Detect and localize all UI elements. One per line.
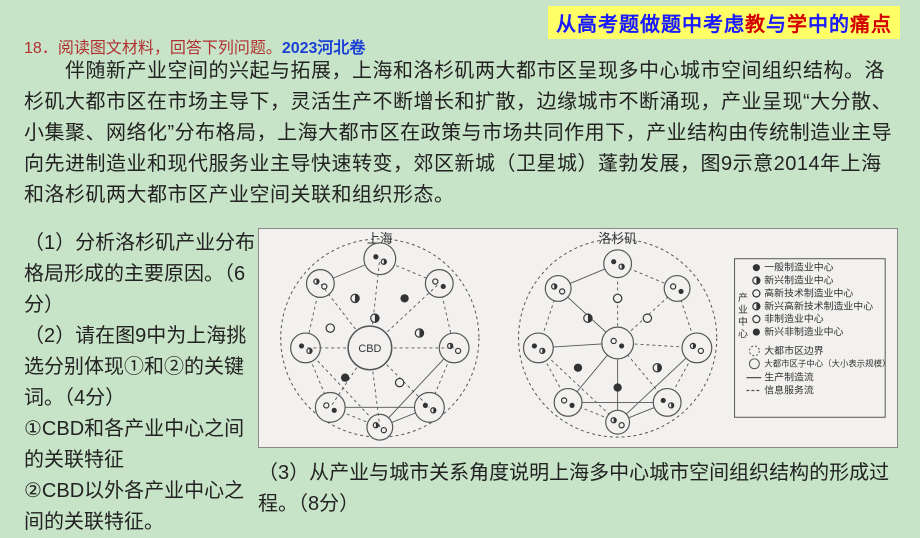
svg-text:产业中心: 产业中心 [736,291,748,340]
svg-text:新兴高新技术制造业中心: 新兴高新技术制造业中心 [764,299,873,312]
banner-p2: 与 [766,14,787,36]
q3: （3）从产业与城市关系角度说明上海多中心城市空间组织结构的形成过程。（8分） [258,458,898,520]
svg-text:生产制造流: 生产制造流 [764,371,814,384]
figure-9: 上海CBD洛杉矶产业中心一般制造业中心新兴制造业中心高新技术制造业中心新兴高新技… [258,228,898,448]
exam-tag: 2023河北卷 [282,40,366,57]
svg-text:新兴非制造业中心: 新兴非制造业中心 [764,325,843,338]
banner-p3: 学 [787,14,808,36]
questions-left: （1）分析洛杉矶产业分布格局形成的主要原因。（6分） （2）请在图9中为上海挑选… [24,228,256,538]
svg-text:洛杉矶: 洛杉矶 [598,231,637,246]
svg-text:高新技术制造业中心: 高新技术制造业中心 [764,286,853,299]
svg-text:大都市区边界: 大都市区边界 [764,344,823,357]
svg-text:一般制造业中心: 一般制造业中心 [764,261,833,274]
svg-text:CBD: CBD [358,343,381,355]
q2-intro: （2）请在图9中为上海挑选分别体现①和②的关键词。（4分） [24,321,256,414]
passage-text: 伴随新产业空间的兴起与拓展，上海和洛杉矶两大都市区呈现多中心城市空间组织结构。洛… [24,56,902,211]
banner-p1: 教 [745,14,766,36]
svg-text:非制造业中心: 非制造业中心 [764,312,823,325]
question-number: 18． [24,40,58,57]
svg-text:大都市区子中心（大小表示规模）: 大都市区子中心（大小表示规模） [764,359,890,369]
question-header: 18．阅读图文材料，回答下列问题。2023河北卷 [24,34,365,58]
banner-p0: 从高考题做题中考虑 [556,14,745,36]
banner: 从高考题做题中考虑教与学中的痛点 [548,6,900,39]
svg-text:新兴制造业中心: 新兴制造业中心 [764,274,833,287]
q1: （1）分析洛杉矶产业分布格局形成的主要原因。（6分） [24,228,256,321]
banner-p4: 中的 [808,14,850,36]
question-prompt: 阅读图文材料，回答下列问题。 [58,40,282,57]
figure-svg: 上海CBD洛杉矶产业中心一般制造业中心新兴制造业中心高新技术制造业中心新兴高新技… [259,229,897,447]
q2-a: ①CBD和各产业中心之间的关联特征 [24,414,256,476]
q2-b: ②CBD以外各产业中心之间的关联特征。 [24,476,256,538]
svg-text:信息服务流: 信息服务流 [764,383,814,396]
banner-p5: 痛点 [850,14,892,36]
